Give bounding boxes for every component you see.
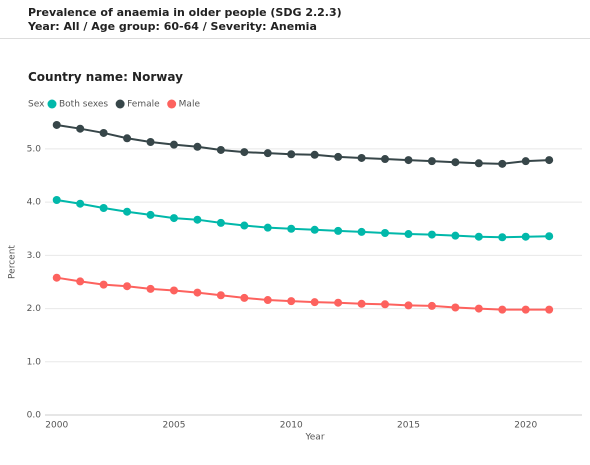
data-point: [240, 221, 249, 230]
data-point: [545, 232, 554, 241]
data-point: [146, 284, 155, 293]
title: Prevalence of anaemia in older people (S…: [28, 6, 342, 19]
data-point: [263, 223, 272, 232]
data-point: [76, 199, 85, 208]
data-point: [545, 156, 554, 165]
data-point: [451, 231, 460, 240]
data-point: [521, 305, 530, 314]
data-point: [357, 299, 366, 308]
y-tick-label: 3.0: [27, 251, 42, 261]
data-point: [52, 196, 61, 205]
data-point: [52, 120, 61, 129]
legend-label: Male: [179, 100, 201, 110]
data-point: [404, 301, 413, 310]
data-point: [310, 298, 319, 307]
y-axis-label: Percent: [8, 245, 18, 279]
series-line: [56, 276, 550, 311]
legend-label: Both sexes: [59, 100, 108, 110]
data-point: [76, 124, 85, 133]
data-point: [451, 158, 460, 167]
data-point: [169, 286, 178, 295]
data-point: [52, 273, 61, 282]
data-point: [357, 153, 366, 162]
x-tick-label: 2010: [280, 421, 303, 431]
data-point: [334, 226, 343, 235]
legend-label: Female: [127, 100, 160, 110]
data-point: [123, 282, 132, 291]
data-point: [193, 142, 202, 151]
data-point: [216, 218, 225, 227]
series-line: [56, 123, 550, 165]
legend-swatch: [115, 99, 125, 109]
data-point: [263, 149, 272, 158]
y-tick-label: 0.0: [27, 411, 42, 421]
divider: [0, 38, 590, 39]
data-point: [498, 305, 507, 314]
data-point: [381, 228, 390, 237]
data-point: [521, 157, 530, 166]
data-point: [404, 156, 413, 165]
data-point: [193, 215, 202, 224]
data-point: [310, 225, 319, 234]
data-point: [193, 288, 202, 297]
legend-title: Sex: [28, 100, 45, 110]
y-tick-label: 4.0: [27, 198, 42, 208]
data-point: [240, 148, 249, 157]
x-tick-label: 2015: [397, 421, 420, 431]
data-point: [334, 298, 343, 307]
data-point: [146, 137, 155, 146]
legend-swatch: [47, 99, 57, 109]
data-point: [287, 224, 296, 233]
legend-swatch: [167, 99, 177, 109]
series-line: [56, 199, 550, 239]
panel-title: Country name: Norway: [28, 70, 183, 84]
data-point: [381, 155, 390, 164]
data-point: [427, 301, 436, 310]
data-point: [216, 291, 225, 300]
data-point: [474, 304, 483, 313]
data-point: [146, 210, 155, 219]
data-point: [427, 230, 436, 239]
data-point: [310, 150, 319, 159]
data-point: [240, 293, 249, 302]
y-tick-label: 1.0: [27, 357, 42, 367]
x-tick-label: 2020: [514, 421, 537, 431]
data-point: [334, 152, 343, 161]
data-point: [76, 277, 85, 286]
data-point: [99, 128, 108, 137]
data-point: [521, 232, 530, 241]
y-tick-label: 5.0: [27, 144, 42, 154]
data-point: [99, 203, 108, 212]
data-point: [287, 150, 296, 159]
data-point: [123, 134, 132, 143]
y-tick-label: 2.0: [27, 304, 42, 314]
data-point: [123, 207, 132, 216]
x-tick-label: 2005: [163, 421, 186, 431]
data-point: [169, 140, 178, 149]
data-point: [404, 230, 413, 239]
data-point: [451, 303, 460, 312]
data-point: [498, 159, 507, 168]
data-point: [381, 300, 390, 309]
data-point: [357, 227, 366, 236]
subtitle: Year: All / Age group: 60-64 / Severity:…: [28, 20, 317, 33]
data-point: [545, 305, 554, 314]
data-point: [263, 296, 272, 305]
data-point: [474, 159, 483, 168]
data-point: [287, 297, 296, 306]
data-point: [169, 214, 178, 223]
x-axis-label: Year: [304, 433, 324, 443]
data-point: [216, 145, 225, 154]
data-point: [498, 233, 507, 242]
data-point: [99, 280, 108, 289]
data-point: [474, 232, 483, 241]
data-point: [427, 157, 436, 166]
x-tick-label: 2000: [45, 421, 68, 431]
